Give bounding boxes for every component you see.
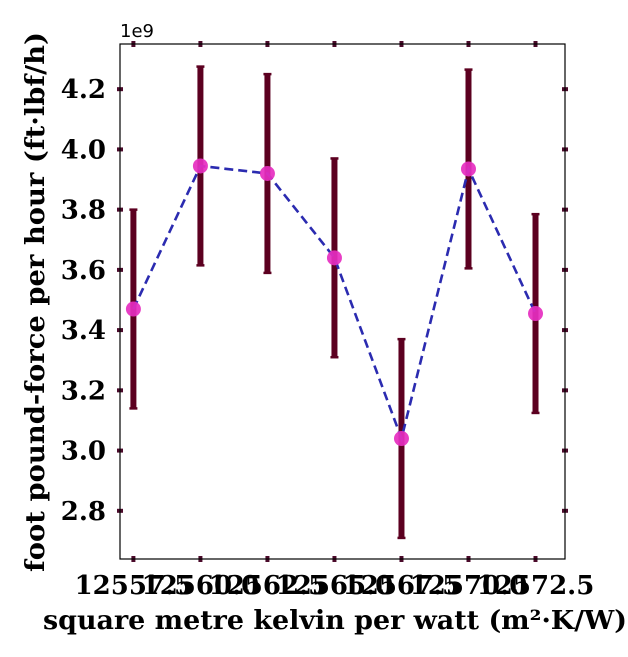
y-tick-label: 4.0: [61, 135, 106, 165]
y-tick-label: 3.8: [61, 196, 106, 226]
x-tick-label: 12572.5: [477, 571, 595, 601]
data-point: [125, 301, 141, 317]
y-axis-label: foot pound-force per hour (ft·lbf/h): [21, 32, 51, 572]
data-point: [460, 161, 476, 177]
data-point: [528, 306, 544, 322]
ticks-layer: [117, 41, 568, 562]
data-point: [393, 431, 409, 447]
y-tick-label: 3.6: [61, 256, 106, 286]
y-tick-label: 3.4: [61, 316, 106, 346]
plot-frame: [119, 43, 566, 560]
marker-layer: [125, 158, 544, 447]
x-tick-label: 12560.0: [142, 571, 260, 601]
x-tick-label: 12570.0: [410, 571, 528, 601]
label-layer: 12557.512560.012562.512565.012567.512570…: [61, 75, 595, 601]
y-tick-label: 4.2: [61, 75, 106, 105]
y-tick-label: 3.0: [61, 437, 106, 467]
x-tick-label: 12567.5: [343, 571, 461, 601]
y-tick-label: 3.2: [61, 376, 106, 406]
errorbar-layer: [129, 65, 540, 540]
x-axis-label: square metre kelvin per watt (m²·K/W): [43, 606, 627, 636]
x-tick-label: 12562.5: [209, 571, 327, 601]
data-point: [192, 158, 208, 174]
data-point: [259, 166, 275, 182]
data-point: [326, 250, 342, 266]
x-tick-label: 12557.5: [75, 571, 193, 601]
y-tick-label: 2.8: [61, 497, 106, 527]
y-offset-label: 1e9: [120, 21, 154, 42]
x-tick-label: 12565.0: [276, 571, 394, 601]
